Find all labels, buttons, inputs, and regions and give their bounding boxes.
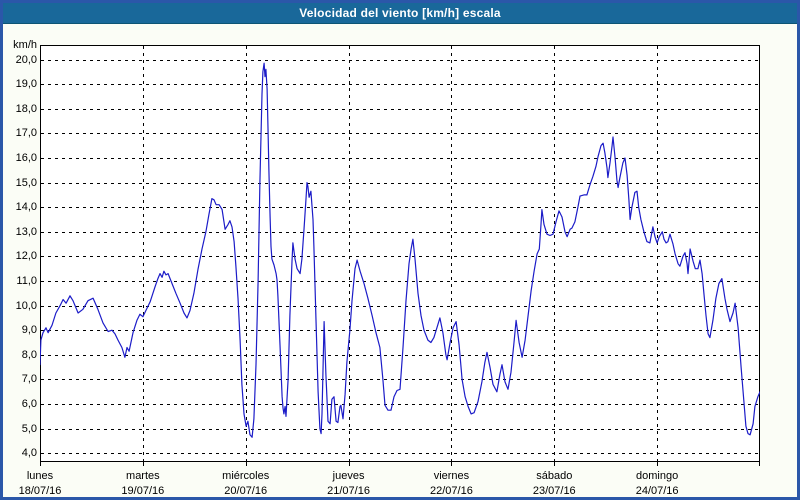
day-date: 20/07/16 xyxy=(224,485,268,497)
x-day-label: miércoles 20/07/16 xyxy=(200,469,292,497)
day-date: 24/07/16 xyxy=(635,485,679,497)
day-name: jueves xyxy=(332,470,365,482)
wind-speed-chart xyxy=(40,45,760,467)
x-day-label: martes 19/07/16 xyxy=(97,469,189,497)
title-bar: Velocidad del viento [km/h] escala xyxy=(3,3,797,24)
chart-plot-area xyxy=(40,45,760,466)
y-tick-label: 18,0 xyxy=(15,102,37,115)
day-date: 18/07/16 xyxy=(18,485,62,497)
x-day-label: jueves 21/07/16 xyxy=(303,469,395,497)
day-name: domingo xyxy=(636,470,679,482)
x-day-label: sábado 23/07/16 xyxy=(508,469,600,497)
y-tick-label: 20,0 xyxy=(15,53,37,66)
day-name: sábado xyxy=(536,470,573,482)
y-tick-label: 11,0 xyxy=(16,275,37,287)
y-tick-label: 14,0 xyxy=(15,201,37,214)
y-tick-label: 15,0 xyxy=(15,176,37,189)
day-date: 19/07/16 xyxy=(121,485,165,497)
y-tick-label: 7,0 xyxy=(21,373,37,386)
y-tick-label: 10,0 xyxy=(15,299,37,312)
x-day-label: lunes 18/07/16 xyxy=(3,469,86,497)
day-name: lunes xyxy=(26,470,54,482)
x-day-label: domingo 24/07/16 xyxy=(611,469,703,497)
y-tick-label: 19,0 xyxy=(15,78,37,91)
day-date: 21/07/16 xyxy=(327,485,370,497)
x-day-label: viernes 22/07/16 xyxy=(405,469,497,497)
y-tick-label: 12,0 xyxy=(15,250,37,263)
y-tick-label: 17,0 xyxy=(15,127,37,140)
y-tick-label: 13,0 xyxy=(15,225,37,238)
day-name: martes xyxy=(126,470,160,482)
y-tick-label: 8,0 xyxy=(21,348,37,361)
window-title: Velocidad del viento [km/h] escala xyxy=(299,6,501,20)
y-tick-label: 9,0 xyxy=(21,324,37,337)
wind-speed-line xyxy=(40,62,760,438)
day-name: viernes xyxy=(433,470,470,482)
y-tick-label: 5,0 xyxy=(21,422,37,435)
day-date: 23/07/16 xyxy=(532,485,576,497)
day-name: miércoles xyxy=(222,470,270,482)
y-tick-label: 16,0 xyxy=(15,151,37,164)
day-date: 22/07/16 xyxy=(430,485,473,497)
plot-border xyxy=(40,45,760,462)
y-tick-label: 4,0 xyxy=(21,447,37,460)
y-tick-label: 6,0 xyxy=(21,398,37,411)
y-axis-unit-label: km/h xyxy=(13,39,37,51)
